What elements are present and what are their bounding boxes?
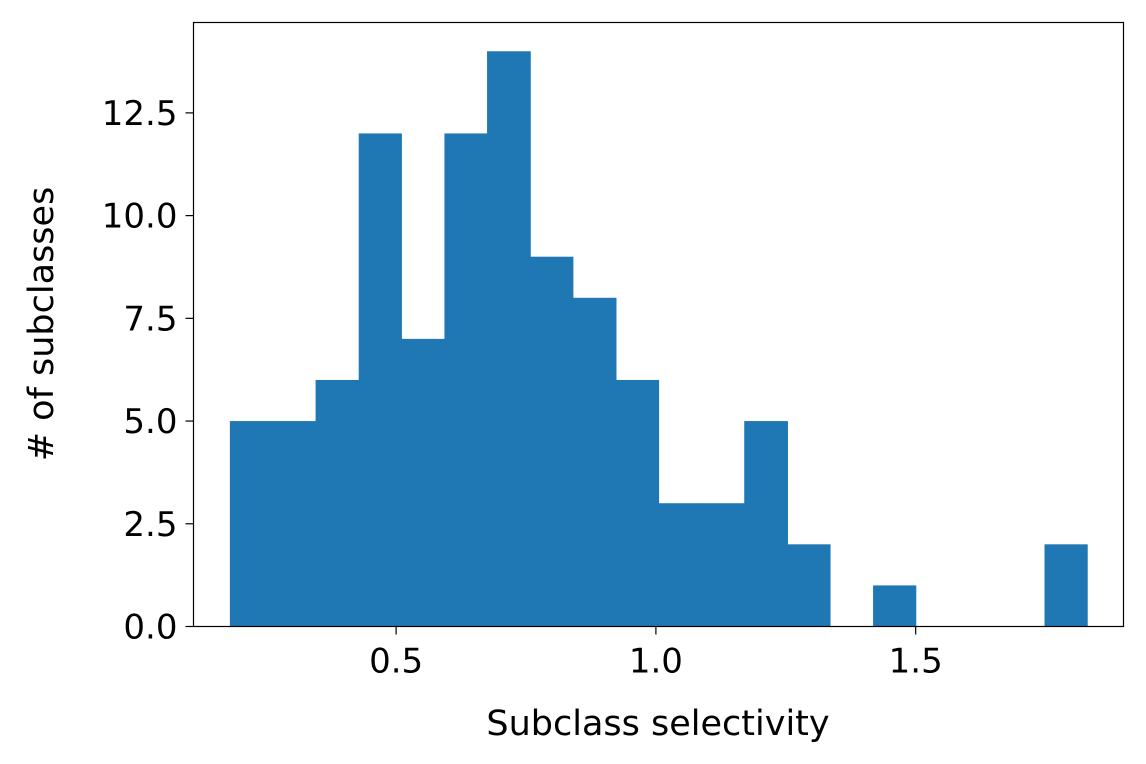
histogram-bar-11 xyxy=(701,503,745,627)
histogram-bar-10 xyxy=(658,503,703,627)
histogram-bar-2 xyxy=(315,379,360,627)
histogram-bar-19 xyxy=(1044,544,1088,627)
x-axis-ticks: 0.5 1.0 1.5 xyxy=(369,626,943,682)
x-tick-label-1: 1.0 xyxy=(629,642,683,682)
plot-frame xyxy=(192,21,1125,628)
y-axis-ticks: 0.0 2.5 5.0 7.5 10.0 12.5 xyxy=(102,94,194,648)
y-tick-label-5: 12.5 xyxy=(102,94,178,134)
histogram-bar-15 xyxy=(873,585,917,627)
histogram-bar-13 xyxy=(787,544,831,627)
x-tick-label-0: 0.5 xyxy=(369,642,423,682)
histogram-bar-8 xyxy=(572,297,617,627)
histogram-bar-12 xyxy=(744,421,788,627)
y-axis-title: # of subclasses xyxy=(22,187,62,462)
x-axis-title: Subclass selectivity xyxy=(486,704,829,744)
bars-group xyxy=(229,51,1088,627)
histogram-bar-0 xyxy=(229,421,274,627)
histogram-bar-1 xyxy=(272,421,317,627)
y-tick-label-2: 5.0 xyxy=(123,402,177,442)
y-tick-label-0: 0.0 xyxy=(123,608,177,648)
x-tick-label-2: 1.5 xyxy=(889,642,943,682)
histogram-bar-7 xyxy=(530,256,574,627)
histogram-bar-6 xyxy=(487,51,531,627)
histogram-bar-5 xyxy=(444,133,488,627)
histogram-bar-3 xyxy=(358,133,402,627)
histogram-bar-9 xyxy=(615,379,660,627)
y-tick-label-1: 2.5 xyxy=(123,505,177,545)
y-tick-label-4: 10.0 xyxy=(102,197,178,237)
histogram-bar-4 xyxy=(401,338,446,627)
y-tick-label-3: 7.5 xyxy=(123,299,177,339)
